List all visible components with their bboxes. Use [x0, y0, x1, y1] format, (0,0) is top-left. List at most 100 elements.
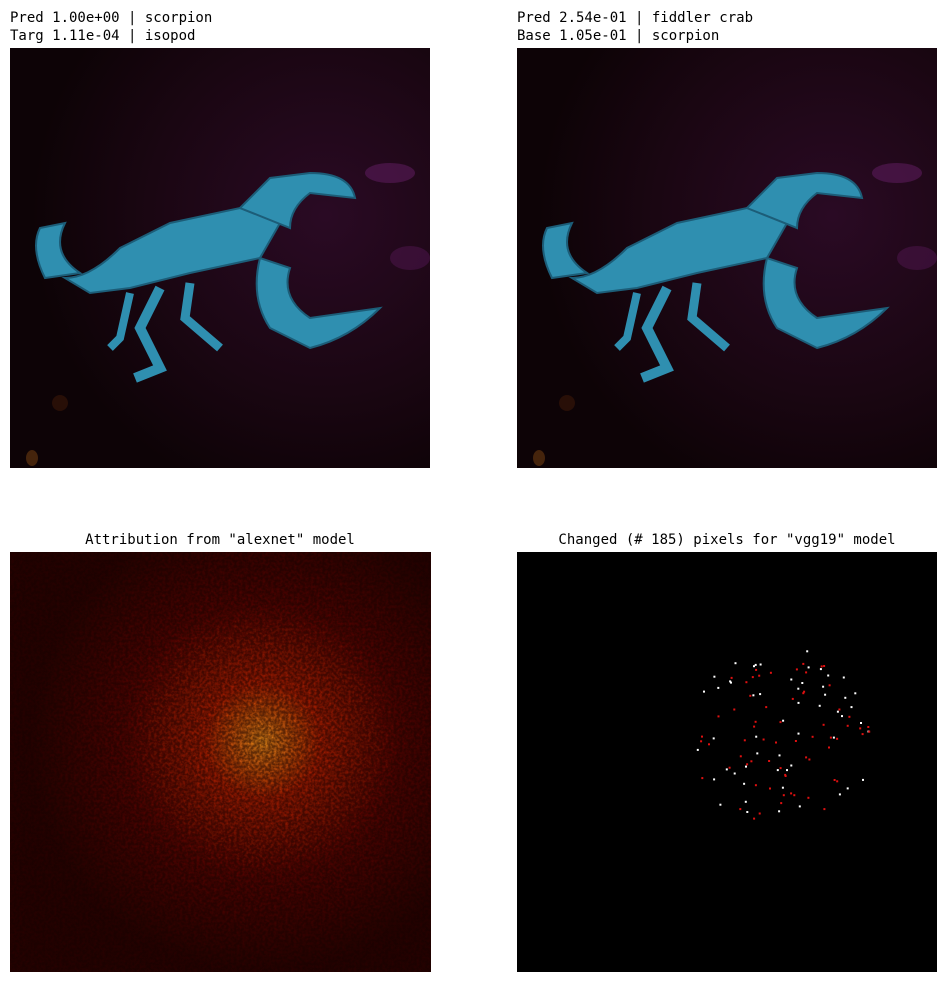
pixel — [734, 662, 737, 665]
panel-title: Pred 2.54e-01 | fiddler crab — [517, 10, 753, 26]
image — [10, 48, 430, 468]
pixel — [700, 740, 703, 743]
pixel — [759, 663, 762, 666]
pixel — [832, 736, 835, 739]
pixel — [829, 736, 832, 739]
pixel — [780, 802, 783, 805]
pixel — [701, 735, 703, 738]
pixel — [841, 715, 843, 718]
pixel — [842, 676, 845, 679]
pixel — [717, 686, 720, 689]
pixel — [753, 665, 755, 668]
pixel — [791, 697, 794, 700]
pixel — [739, 755, 742, 758]
pixel — [811, 735, 814, 738]
pixel — [717, 715, 720, 718]
pixel — [861, 733, 864, 736]
pixel — [752, 694, 755, 697]
pixel — [754, 720, 757, 723]
pixel — [769, 671, 772, 674]
pixel — [768, 760, 771, 762]
pixel — [820, 665, 823, 668]
pixel — [730, 681, 732, 684]
pixel — [795, 668, 798, 671]
panel-attribution: Attribution from "alexnet" model — [10, 532, 431, 972]
pixel — [753, 817, 756, 820]
pixel — [743, 739, 746, 742]
pixel — [798, 805, 801, 808]
pixel — [854, 692, 857, 695]
pixel — [725, 768, 728, 771]
pixel — [868, 730, 871, 733]
pixel — [758, 812, 761, 815]
pixel — [850, 706, 853, 709]
pixel — [778, 754, 781, 757]
pixel — [769, 787, 771, 790]
pixel — [781, 786, 784, 789]
pixel — [790, 764, 793, 767]
pixel — [846, 787, 849, 790]
pixel — [779, 721, 782, 724]
panel-title: Targ 1.11e-04 | isopod — [10, 28, 195, 44]
pixel — [746, 763, 749, 766]
pixel — [739, 808, 742, 811]
pixel — [701, 777, 704, 780]
panel-adversarial: Pred 2.54e-01 | fiddler crab Base 1.05e-… — [517, 10, 937, 468]
pixel — [836, 737, 839, 740]
pixel — [703, 690, 705, 693]
pixel — [712, 737, 715, 740]
pixel — [696, 748, 699, 751]
pixel — [836, 710, 839, 713]
pixel — [824, 693, 827, 696]
pixel — [818, 704, 821, 707]
pixel — [730, 676, 733, 679]
pixel — [846, 724, 849, 727]
pixel — [719, 803, 722, 806]
pixel — [778, 810, 781, 813]
panel-title: Attribution from "alexnet" model — [85, 532, 355, 548]
pixel — [708, 743, 710, 746]
pixel — [751, 676, 754, 679]
pixel — [750, 760, 753, 763]
pixel — [807, 796, 810, 799]
pixel — [762, 738, 765, 741]
panel-title: Changed (# 185) pixels for "vgg19" model — [558, 532, 895, 548]
pixel — [838, 793, 841, 796]
pixel — [733, 708, 736, 711]
pixel — [776, 769, 779, 772]
pixel — [782, 794, 785, 797]
pixel — [860, 722, 862, 724]
pixel — [784, 775, 787, 777]
pixel — [786, 769, 788, 772]
pixel — [823, 665, 826, 667]
pixel — [744, 800, 747, 803]
pixel — [754, 784, 757, 787]
pixel — [838, 708, 841, 711]
pixel — [745, 765, 747, 768]
pixel — [782, 719, 785, 722]
pixel — [848, 715, 851, 718]
panel-title: Base 1.05e-01 | scorpion — [517, 28, 719, 44]
panel-title: Pred 1.00e+00 | scorpion — [10, 10, 212, 26]
pixel — [775, 741, 777, 744]
pixel — [862, 778, 864, 781]
pixel — [713, 675, 716, 678]
pixel — [859, 727, 862, 730]
pixel — [793, 794, 796, 797]
pixel — [797, 687, 800, 690]
pixel — [822, 723, 825, 726]
pixel — [807, 666, 810, 669]
pixel — [749, 694, 752, 697]
pixel — [758, 674, 761, 677]
pixel — [746, 811, 749, 813]
pixel — [784, 773, 787, 776]
pixel — [713, 778, 716, 781]
panel-changed: Changed (# 185) pixels for "vgg19" model — [517, 532, 937, 972]
pixel — [836, 780, 839, 783]
pixel — [803, 690, 806, 693]
pixel — [822, 685, 825, 688]
pixel — [728, 766, 731, 769]
pixel — [779, 767, 782, 770]
pixel — [794, 740, 797, 742]
